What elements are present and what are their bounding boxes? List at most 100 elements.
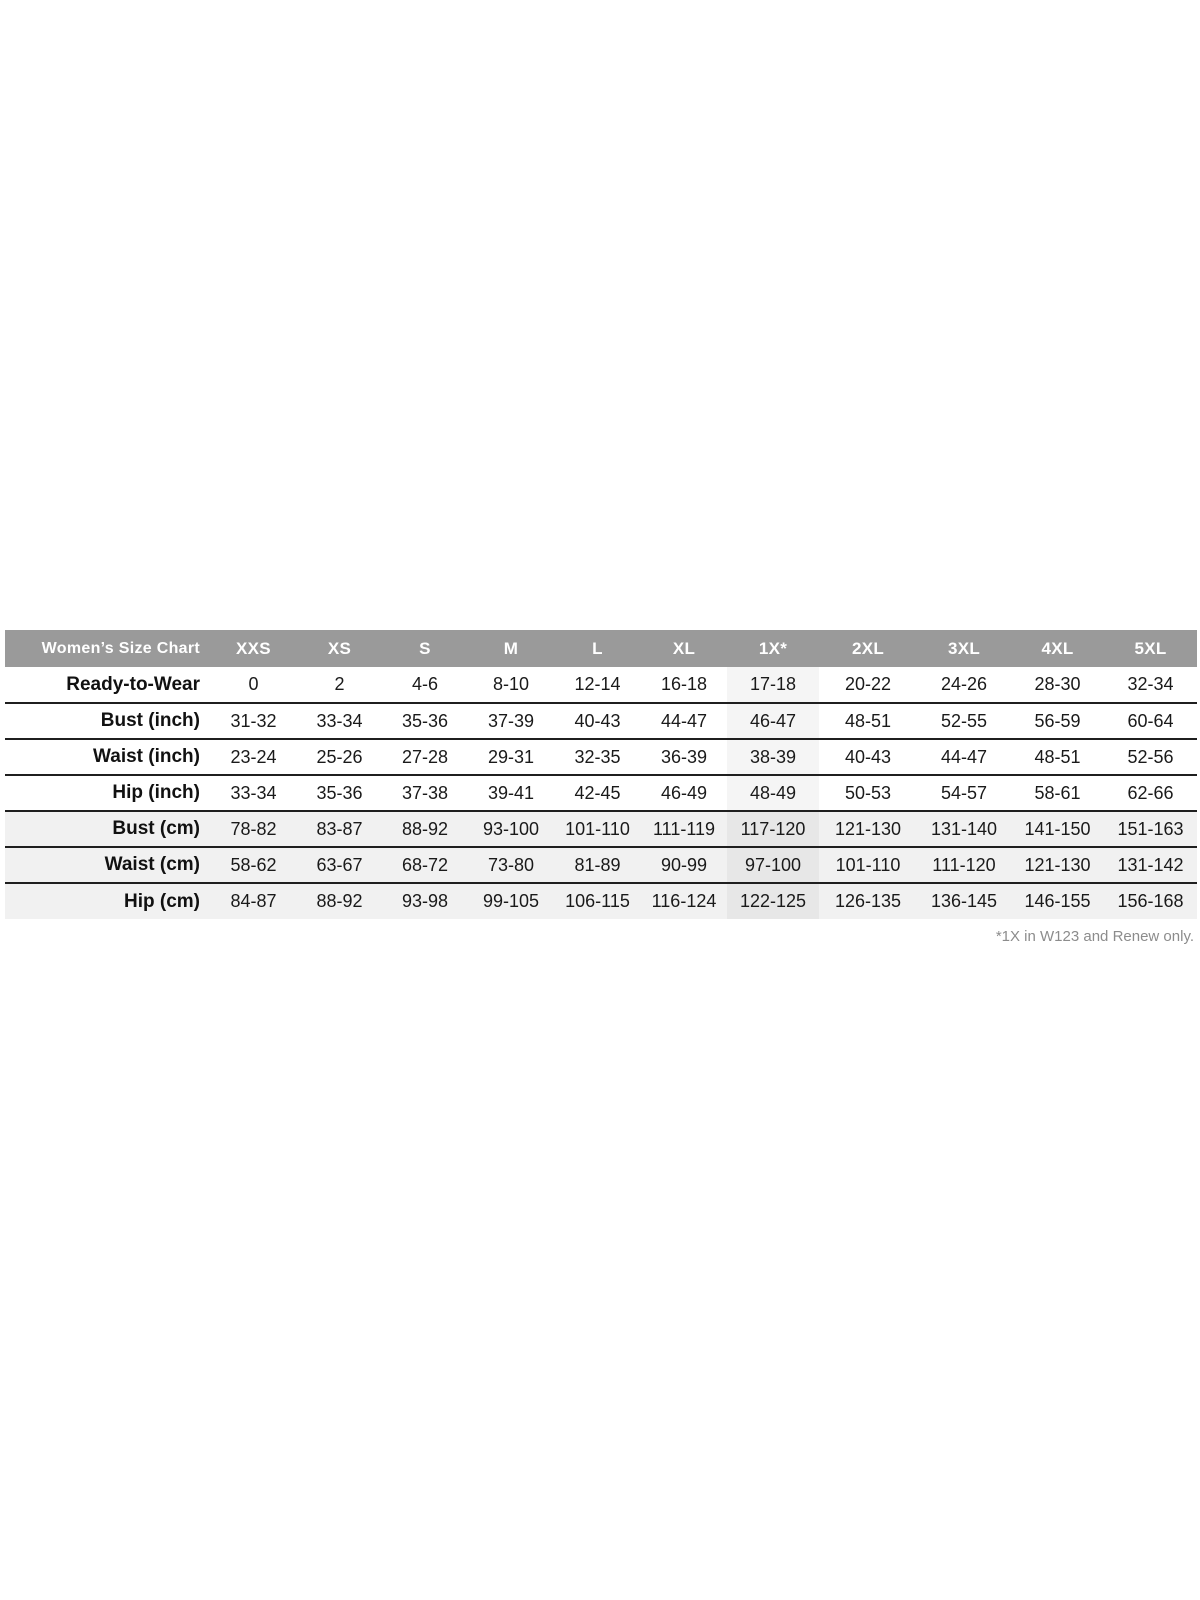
size-value-cell: 62-66 bbox=[1104, 774, 1197, 811]
size-value-cell: 12-14 bbox=[554, 667, 641, 703]
size-value-cell: 99-105 bbox=[468, 882, 554, 919]
size-value-cell: 29-31 bbox=[468, 738, 554, 775]
size-value-cell: 28-30 bbox=[1011, 667, 1104, 703]
size-value-cell: 58-61 bbox=[1011, 774, 1104, 811]
column-header: L bbox=[554, 630, 641, 667]
size-value-cell: 60-64 bbox=[1104, 702, 1197, 739]
size-value-cell: 44-47 bbox=[917, 738, 1011, 775]
size-value-cell: 111-119 bbox=[641, 810, 727, 847]
size-value-cell: 68-72 bbox=[382, 846, 468, 883]
size-value-cell: 40-43 bbox=[554, 702, 641, 739]
size-value-cell: 131-140 bbox=[917, 810, 1011, 847]
size-value-cell: 88-92 bbox=[297, 882, 382, 919]
size-value-cell: 84-87 bbox=[210, 882, 297, 919]
size-value-cell: 37-38 bbox=[382, 774, 468, 811]
size-value-cell: 156-168 bbox=[1104, 882, 1197, 919]
row-label: Waist (inch) bbox=[5, 738, 210, 775]
size-value-cell: 8-10 bbox=[468, 667, 554, 703]
size-value-cell: 37-39 bbox=[468, 702, 554, 739]
size-value-cell: 111-120 bbox=[917, 846, 1011, 883]
size-chart: Women’s Size Chart XXS XS S M L XL 1X* 2XL 3XL 4X… bbox=[5, 630, 1197, 945]
size-value-cell: 20-22 bbox=[819, 667, 917, 703]
table-row: Ready-to-Wear 0 2 4-6 8-10 12-14 16-18 17-18 20-… bbox=[5, 667, 1197, 703]
column-header: 4XL bbox=[1011, 630, 1104, 667]
size-value-cell: 35-36 bbox=[382, 702, 468, 739]
size-value-cell: 126-135 bbox=[819, 882, 917, 919]
size-value-cell: 35-36 bbox=[297, 774, 382, 811]
size-value-cell: 32-35 bbox=[554, 738, 641, 775]
size-value-cell: 56-59 bbox=[1011, 702, 1104, 739]
size-value-cell: 54-57 bbox=[917, 774, 1011, 811]
size-value-cell: 48-51 bbox=[1011, 738, 1104, 775]
size-value-cell: 106-115 bbox=[554, 882, 641, 919]
size-value-cell: 121-130 bbox=[819, 810, 917, 847]
size-value-cell: 73-80 bbox=[468, 846, 554, 883]
row-label: Hip (cm) bbox=[5, 882, 210, 919]
size-value-cell: 90-99 bbox=[641, 846, 727, 883]
size-value-cell: 32-34 bbox=[1104, 667, 1197, 703]
row-label: Ready-to-Wear bbox=[5, 667, 210, 703]
column-header: XXS bbox=[210, 630, 297, 667]
size-value-cell: 46-47 bbox=[727, 702, 819, 739]
column-header: 3XL bbox=[917, 630, 1011, 667]
table-row: Waist (inch) 23-24 25-26 27-28 29-31 32-35 36-… bbox=[5, 738, 1197, 775]
size-value-cell: 36-39 bbox=[641, 738, 727, 775]
table-row: Hip (cm) 84-87 88-92 93-98 99-105 106-115 116-… bbox=[5, 882, 1197, 919]
size-value-cell: 42-45 bbox=[554, 774, 641, 811]
size-value-cell: 16-18 bbox=[641, 667, 727, 703]
table-body: Ready-to-Wear 0 2 4-6 8-10 12-14 16-18 17-18 20-… bbox=[5, 667, 1197, 919]
size-value-cell: 40-43 bbox=[819, 738, 917, 775]
size-value-cell: 151-163 bbox=[1104, 810, 1197, 847]
footnote: *1X in W123 and Renew only. bbox=[995, 928, 1194, 945]
size-value-cell: 46-49 bbox=[641, 774, 727, 811]
size-value-cell: 39-41 bbox=[468, 774, 554, 811]
size-value-cell: 33-34 bbox=[210, 774, 297, 811]
size-chart-table: Women’s Size Chart XXS XS S M L XL 1X* 2XL 3XL 4X… bbox=[5, 630, 1197, 919]
size-value-cell: 50-53 bbox=[819, 774, 917, 811]
column-header: M bbox=[468, 630, 554, 667]
row-label: Hip (inch) bbox=[5, 774, 210, 811]
table-row: Waist (cm) 58-62 63-67 68-72 73-80 81-89 90-99… bbox=[5, 846, 1197, 883]
size-value-cell: 101-110 bbox=[554, 810, 641, 847]
size-value-cell: 17-18 bbox=[727, 667, 819, 703]
column-header: XS bbox=[297, 630, 382, 667]
size-value-cell: 136-145 bbox=[917, 882, 1011, 919]
size-value-cell: 116-124 bbox=[641, 882, 727, 919]
table-row: Hip (inch) 33-34 35-36 37-38 39-41 42-45 46-49… bbox=[5, 774, 1197, 811]
size-value-cell: 63-67 bbox=[297, 846, 382, 883]
size-value-cell: 131-142 bbox=[1104, 846, 1197, 883]
table-row: Bust (cm) 78-82 83-87 88-92 93-100 101-110 111… bbox=[5, 810, 1197, 847]
size-value-cell: 0 bbox=[210, 667, 297, 703]
chart-title: Women’s Size Chart bbox=[5, 630, 210, 667]
size-value-cell: 93-98 bbox=[382, 882, 468, 919]
size-value-cell: 97-100 bbox=[727, 846, 819, 883]
size-value-cell: 27-28 bbox=[382, 738, 468, 775]
size-value-cell: 31-32 bbox=[210, 702, 297, 739]
size-value-cell: 2 bbox=[297, 667, 382, 703]
size-value-cell: 121-130 bbox=[1011, 846, 1104, 883]
size-value-cell: 48-51 bbox=[819, 702, 917, 739]
column-header: 5XL bbox=[1104, 630, 1197, 667]
size-value-cell: 33-34 bbox=[297, 702, 382, 739]
size-value-cell: 48-49 bbox=[727, 774, 819, 811]
size-value-cell: 25-26 bbox=[297, 738, 382, 775]
table-row: Bust (inch) 31-32 33-34 35-36 37-39 40-43 44-4… bbox=[5, 702, 1197, 739]
size-value-cell: 78-82 bbox=[210, 810, 297, 847]
size-value-cell: 24-26 bbox=[917, 667, 1011, 703]
column-header: 1X* bbox=[727, 630, 819, 667]
size-value-cell: 81-89 bbox=[554, 846, 641, 883]
size-value-cell: 101-110 bbox=[819, 846, 917, 883]
size-value-cell: 58-62 bbox=[210, 846, 297, 883]
size-value-cell: 117-120 bbox=[727, 810, 819, 847]
size-value-cell: 88-92 bbox=[382, 810, 468, 847]
column-header: S bbox=[382, 630, 468, 667]
row-label: Bust (cm) bbox=[5, 810, 210, 847]
size-value-cell: 23-24 bbox=[210, 738, 297, 775]
size-value-cell: 141-150 bbox=[1011, 810, 1104, 847]
size-value-cell: 52-56 bbox=[1104, 738, 1197, 775]
column-header: XL bbox=[641, 630, 727, 667]
size-value-cell: 52-55 bbox=[917, 702, 1011, 739]
size-value-cell: 38-39 bbox=[727, 738, 819, 775]
size-value-cell: 4-6 bbox=[382, 667, 468, 703]
